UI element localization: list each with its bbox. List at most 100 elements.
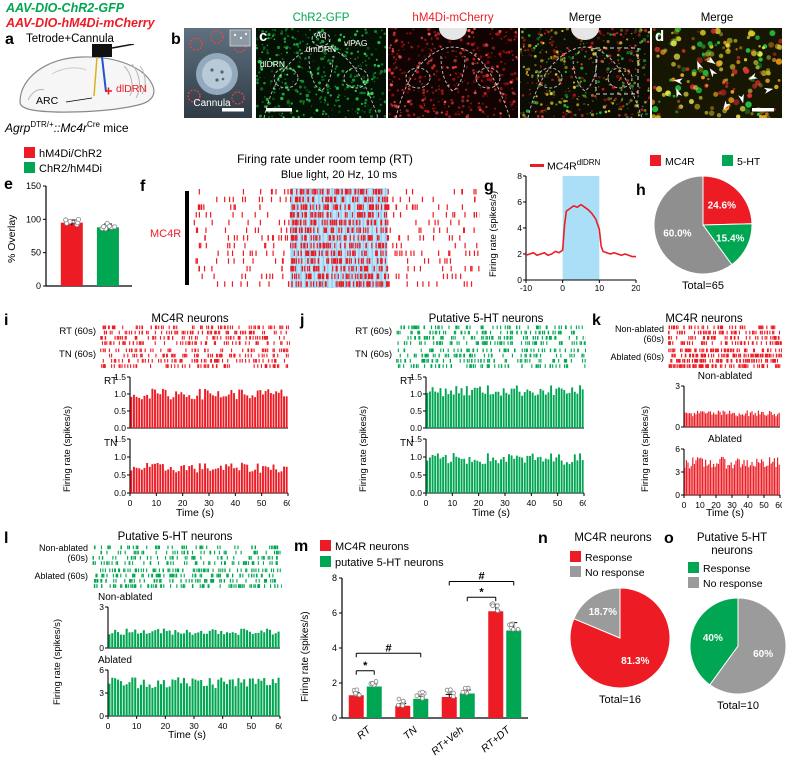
raster-ablated-label: Ablated (60s): [34, 571, 88, 581]
legend-label: Response: [703, 563, 751, 575]
raster-rt-label: RT (60s): [355, 326, 392, 337]
panel-m-y-label: Firing rate (spikes/s): [300, 611, 311, 702]
svg-text:20: 20: [474, 498, 484, 508]
cannula-caption: Cannula: [193, 98, 231, 109]
svg-text:24.6%: 24.6%: [708, 201, 736, 212]
mice-dtr-sup: DTR/+: [30, 120, 54, 129]
mice-cre-sup: Cre: [87, 120, 100, 129]
micrograph-merge-zoom: [652, 28, 782, 118]
overlay-bar-chart: 0 50 100 150: [26, 181, 132, 291]
hist-nonablated-label: Non-ablated: [98, 592, 153, 603]
hist-l-ablated: 0360102030405060: [99, 667, 282, 731]
raster-i-tn: [100, 348, 289, 368]
optogenetic-raster: [193, 188, 480, 288]
panel-l-y-label: Firing rate (spikes/s): [52, 618, 63, 705]
svg-text:1.5: 1.5: [410, 436, 422, 444]
svg-text:2: 2: [517, 249, 522, 259]
svg-text:0: 0: [517, 275, 522, 285]
svg-text:1.0: 1.0: [410, 389, 422, 399]
svg-text:0.5: 0.5: [410, 406, 422, 416]
svg-text:60: 60: [775, 500, 782, 510]
panel-j-label: j: [300, 312, 305, 329]
pie-total-label: Total=65: [682, 280, 724, 292]
svg-text:1.0: 1.0: [410, 452, 422, 462]
population-pie-chart: 24.6% 15.4% 60.0%: [653, 175, 753, 275]
vlpag-region-label: vlPAG: [344, 38, 368, 48]
panel-m-label: m: [294, 538, 309, 555]
panel-h-label: h: [636, 182, 646, 199]
raster-nonablated-label2: (60s): [67, 553, 88, 563]
mice-mc4r: ::Mc4r: [53, 121, 88, 135]
tetrode-drive: [92, 44, 112, 57]
svg-text:50: 50: [553, 498, 563, 508]
raster-i-rt: [100, 325, 290, 345]
pie-legend-5ht: 5-HT: [722, 155, 760, 168]
svg-text:0: 0: [560, 283, 565, 293]
hist-tn-label: TN: [400, 438, 414, 449]
svg-text:50: 50: [257, 498, 267, 508]
micrograph-merge: [520, 28, 650, 118]
legend-label: MC4R neurons: [335, 541, 409, 553]
raster-j-tn: [396, 348, 586, 368]
legend-swatch-green: [24, 162, 35, 173]
svg-text:-10: -10: [520, 283, 533, 293]
dmdrn-region-label: dmDRN: [305, 44, 337, 54]
aav-chr2-label: AAV-DIO-ChR2-GFP: [6, 1, 125, 15]
panel-b-label: b: [171, 31, 181, 48]
svg-text:60: 60: [283, 498, 290, 508]
raster-nonablated-label: Non-ablated: [38, 543, 88, 553]
svg-text:20: 20: [631, 283, 640, 293]
svg-text:20: 20: [178, 498, 188, 508]
svg-text:0.0: 0.0: [114, 488, 126, 498]
svg-text:0: 0: [682, 500, 687, 510]
svg-text:100: 100: [26, 214, 41, 224]
img-title-chr2gfp: ChR2-GFP: [292, 12, 350, 24]
hist-i-rt: 0.0 0.5 1.0 1.5: [114, 374, 288, 432]
svg-text:0.5: 0.5: [114, 470, 126, 480]
cannula-photo: [184, 28, 252, 118]
micrograph-chr2-gfp: [256, 28, 386, 118]
panel-n-label: n: [538, 530, 548, 547]
hist-ablated-label: Ablated: [708, 434, 742, 445]
legend-label: hM4Di/ChR2: [39, 148, 102, 160]
svg-text:1.0: 1.0: [114, 389, 126, 399]
raster-nonablated-label: Non-ablated: [614, 324, 664, 334]
svg-text:10: 10: [448, 498, 458, 508]
scale-bar: [222, 108, 244, 112]
hist-j-tn: 0.0 0.5 1.0 1.5 0 10 20 30 40 50 60: [410, 436, 586, 508]
svg-text:60: 60: [579, 498, 586, 508]
hist-rt-label: RT: [400, 376, 414, 387]
legend-swatch-green: [688, 562, 699, 573]
svg-text:30: 30: [727, 500, 737, 510]
hist-rt-label: RT: [104, 376, 118, 387]
hist-ablated-label: Ablated: [98, 655, 132, 666]
legend-response: Response: [688, 562, 750, 575]
svg-text:0.5: 0.5: [410, 470, 422, 480]
panel-i-label: i: [4, 312, 9, 329]
legend-no-response: No response: [570, 566, 645, 579]
raster-l-ablated: [93, 568, 282, 588]
legend-swatch-red: [320, 540, 331, 551]
panel-k-x-label: Time (s): [705, 507, 745, 519]
raster-title: Firing rate under room temp (RT): [237, 152, 413, 166]
aq-region-label: Aq: [315, 30, 327, 40]
blue-light-label: Blue light, 20 Hz, 10 ms: [280, 169, 398, 181]
svg-text:1.5: 1.5: [114, 436, 126, 444]
mice-agrp: Agrp: [5, 121, 31, 135]
legend-chr2-hm4di: ChR2/hM4Di: [24, 162, 102, 175]
hist-k-ablated: 0360102030405060: [675, 446, 782, 510]
img-title-hm4di: hM4Di-mCherry: [412, 12, 494, 24]
legend-swatch-gray: [570, 566, 581, 577]
panel-k-y-label: Firing rate (spikes/s): [640, 405, 651, 492]
legend-label: MC4R: [547, 160, 577, 173]
pie-total-label: Total=10: [717, 700, 759, 712]
panel-k-title: MC4R neurons: [665, 313, 743, 325]
svg-text:6: 6: [517, 197, 522, 207]
legend-label: ChR2/hM4Di: [39, 163, 102, 175]
svg-text:0.5: 0.5: [114, 406, 126, 416]
raster-tn-label: TN (60s): [355, 349, 392, 360]
raster-j-rt: [396, 325, 586, 345]
svg-text:0: 0: [36, 281, 41, 291]
line-legend: MC4RdlDRN: [530, 158, 600, 173]
